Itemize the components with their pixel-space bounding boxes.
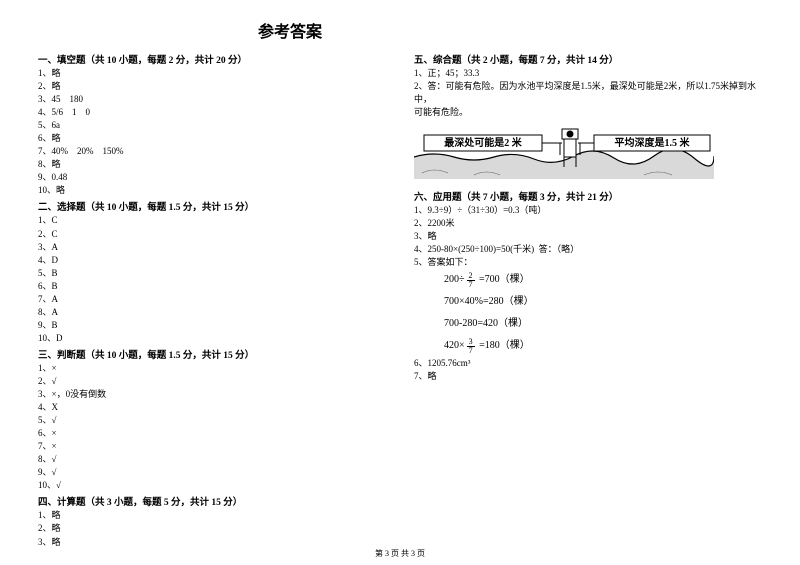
math1-a: 200÷ [444,274,465,285]
sec3-item: 5、√ [38,414,386,427]
sec3-item: 4、X [38,401,386,414]
page-footer: 第 3 页 共 3 页 [0,548,800,559]
sec2-item: 2、C [38,228,386,241]
page-title: 参考答案 [0,18,762,42]
math-line-3: 700-280=420（棵） [414,313,762,335]
sec1-item: 4、5/6 1 0 [38,106,386,119]
sec3-item: 6、× [38,427,386,440]
sec1-item: 1、略 [38,67,386,80]
sec3-item: 1、× [38,362,386,375]
fraction-icon: 27 [467,272,475,289]
sec1-item: 9、0.48 [38,171,386,184]
sec1-header: 一、填空题（共 10 小题，每题 2 分，共计 20 分） [38,52,386,66]
math-line-2: 700×40%=280（棵） [414,291,762,313]
math4-a: 420× [444,340,465,351]
sec3-item: 8、√ [38,453,386,466]
sec3-item: 10、√ [38,479,386,492]
sec2-item: 1、C [38,214,386,227]
sec2-item: 3、A [38,241,386,254]
sec1-item: 3、45 180 [38,93,386,106]
sec3-header: 三、判断题（共 10 小题，每题 1.5 分，共计 15 分） [38,347,386,361]
sec2-item: 10、D [38,332,386,345]
sec4-item: 1、略 [38,509,386,522]
sec6-item: 1、9.3÷9）÷（31÷30）=0.3（吨） [414,204,762,217]
sec4-item: 2、略 [38,522,386,535]
math-line-1: 200÷27 =700（棵） [414,269,762,291]
sec5-line2a: 2、答：可能有危险。因为水池平均深度是1.5米，最深处可能是2米，所以1.75米… [414,80,762,106]
sec1-item: 7、40% 20% 150% [38,145,386,158]
fraction-icon: 37 [467,338,475,355]
sec3-item: 3、×，0没有倒数 [38,388,386,401]
math1-b: =700（棵） [477,274,530,285]
sec1-item: 10、略 [38,184,386,197]
illus-label-left: 最深处可能是2 米 [444,136,522,149]
sec1-item: 2、略 [38,80,386,93]
pool-illustration: 最深处可能是2 米 平均深度是1.5 米 [414,123,714,179]
sec2-item: 6、B [38,280,386,293]
sec4-item: 3、略 [38,536,386,549]
math-line-4: 420×37 =180（棵） [414,335,762,357]
sec2-item: 5、B [38,267,386,280]
sec2-item: 7、A [38,293,386,306]
illus-label-right: 平均深度是1.5 米 [615,136,691,149]
sec2-header: 二、选择题（共 10 小题，每题 1.5 分，共计 15 分） [38,199,386,213]
sec6-item: 4、250-80×(250÷100)=50(千米) 答：（略） [414,243,762,256]
sec1-item: 5、6a [38,119,386,132]
sec5-line2b: 可能有危险。 [414,106,762,119]
sec3-item: 7、× [38,440,386,453]
content-columns: 一、填空题（共 10 小题，每题 2 分，共计 20 分） 1、略 2、略 3、… [38,50,762,549]
math4-b: =180（棵） [477,340,530,351]
sec1-item: 8、略 [38,158,386,171]
sec6-item: 2、2200米 [414,217,762,230]
sec5-line1: 1、正；45；33.3 [414,67,762,80]
sec2-item: 4、D [38,254,386,267]
sec6-item: 7、略 [414,370,762,383]
sec4-header: 四、计算题（共 3 小题，每题 5 分，共计 15 分） [38,494,386,508]
sec6-item: 3、略 [414,230,762,243]
left-column: 一、填空题（共 10 小题，每题 2 分，共计 20 分） 1、略 2、略 3、… [38,50,386,549]
sec2-item: 8、A [38,306,386,319]
sec1-item: 6、略 [38,132,386,145]
sec6-item: 6、1205.76cm³ [414,357,762,370]
sec2-item: 9、B [38,319,386,332]
sec3-item: 2、√ [38,375,386,388]
sec6-header: 六、应用题（共 7 小题，每题 3 分，共计 21 分） [414,189,762,203]
right-column: 五、综合题（共 2 小题，每题 7 分，共计 14 分） 1、正；45；33.3… [414,50,762,549]
sec6-item: 5、答案如下： [414,256,762,269]
sec5-header: 五、综合题（共 2 小题，每题 7 分，共计 14 分） [414,52,762,66]
sec3-item: 9、√ [38,466,386,479]
